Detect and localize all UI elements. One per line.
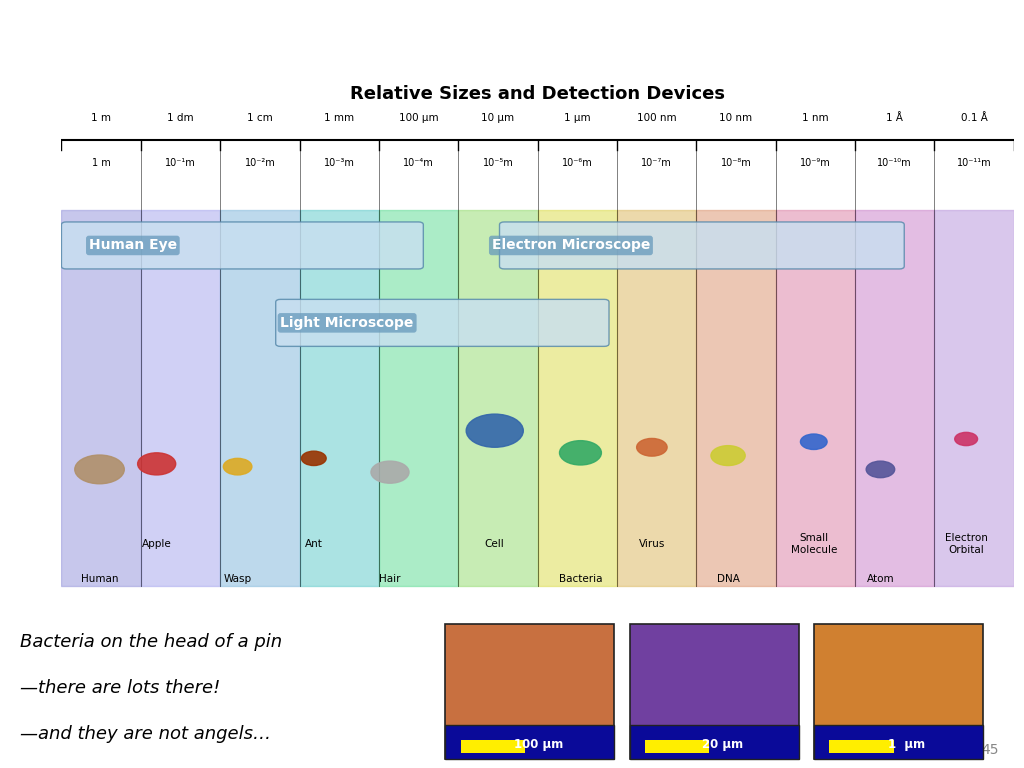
Text: 10⁻³m: 10⁻³m	[324, 157, 354, 167]
Text: Hair: Hair	[379, 574, 400, 584]
Text: Cell: Cell	[485, 538, 505, 548]
Text: 1 m: 1 m	[91, 113, 112, 124]
Text: 10⁻¹⁰m: 10⁻¹⁰m	[878, 157, 912, 167]
FancyBboxPatch shape	[275, 300, 609, 346]
Text: Relative Size Scales of Microbes: Relative Size Scales of Microbes	[184, 19, 840, 54]
Text: 1 Å: 1 Å	[887, 113, 903, 124]
Bar	[855, 210, 934, 585]
Text: 10⁻²m: 10⁻²m	[245, 157, 275, 167]
Text: 1 μm: 1 μm	[564, 113, 591, 124]
Text: Virus: Virus	[639, 538, 665, 548]
Text: 100 nm: 100 nm	[637, 113, 677, 124]
Bar	[445, 725, 614, 759]
Text: Relative Sizes and Detection Devices: Relative Sizes and Detection Devices	[350, 85, 725, 103]
Text: Ant: Ant	[305, 538, 323, 548]
Circle shape	[466, 414, 523, 447]
Text: 20 μm: 20 μm	[702, 739, 743, 751]
Circle shape	[75, 455, 124, 484]
Text: 10⁻¹¹m: 10⁻¹¹m	[956, 157, 991, 167]
Text: Apple: Apple	[141, 538, 172, 548]
Text: 100 μm: 100 μm	[514, 739, 563, 751]
Text: 10⁻⁴m: 10⁻⁴m	[403, 157, 434, 167]
Circle shape	[223, 458, 252, 475]
Text: —there are lots there!: —there are lots there!	[20, 679, 221, 697]
Text: Wasp: Wasp	[223, 574, 252, 584]
Bar	[458, 210, 538, 585]
Bar	[814, 725, 983, 759]
Text: Small
Molecule: Small Molecule	[791, 533, 837, 554]
Bar	[461, 740, 525, 753]
Bar	[61, 210, 140, 585]
Circle shape	[137, 453, 176, 475]
FancyBboxPatch shape	[500, 222, 904, 269]
Text: 10⁻¹m: 10⁻¹m	[165, 157, 196, 167]
Bar	[934, 210, 1014, 585]
Bar	[696, 210, 776, 585]
Bar	[776, 210, 855, 585]
Bar	[299, 210, 379, 585]
Bar	[220, 210, 299, 585]
Bar	[140, 210, 220, 585]
Bar	[445, 624, 614, 759]
Circle shape	[637, 439, 667, 456]
FancyBboxPatch shape	[61, 222, 423, 269]
Text: Atom: Atom	[866, 574, 894, 584]
Text: 45: 45	[981, 743, 998, 756]
Text: 10⁻⁵m: 10⁻⁵m	[482, 157, 513, 167]
Bar	[630, 725, 799, 759]
Text: Human Eye: Human Eye	[89, 238, 177, 253]
Bar	[630, 624, 799, 759]
Text: Bacteria: Bacteria	[559, 574, 602, 584]
Text: 1 cm: 1 cm	[247, 113, 272, 124]
Text: Light Microscope: Light Microscope	[281, 316, 414, 330]
Text: 10⁻⁶m: 10⁻⁶m	[562, 157, 593, 167]
Text: 1 m: 1 m	[92, 157, 111, 167]
Circle shape	[801, 434, 827, 449]
Bar	[616, 210, 696, 585]
Text: 10 nm: 10 nm	[720, 113, 753, 124]
Text: 100 μm: 100 μm	[398, 113, 438, 124]
Bar	[379, 210, 458, 585]
Text: Bacteria on the head of a pin: Bacteria on the head of a pin	[20, 633, 283, 651]
Text: 1 mm: 1 mm	[325, 113, 354, 124]
Text: 10⁻⁸m: 10⁻⁸m	[721, 157, 752, 167]
Circle shape	[301, 451, 327, 465]
Circle shape	[866, 461, 895, 478]
Text: 10⁻⁹m: 10⁻⁹m	[800, 157, 830, 167]
Bar	[829, 740, 894, 753]
Circle shape	[371, 461, 409, 483]
Text: Electron
Orbital: Electron Orbital	[945, 533, 987, 554]
Bar	[645, 740, 710, 753]
Text: 1  μm: 1 μm	[889, 739, 926, 751]
Bar	[814, 624, 983, 759]
Text: 1 nm: 1 nm	[802, 113, 828, 124]
Circle shape	[711, 445, 745, 465]
Text: 10 μm: 10 μm	[481, 113, 514, 124]
Text: 0.1 Å: 0.1 Å	[961, 113, 987, 124]
Bar	[538, 210, 616, 585]
Text: Human: Human	[81, 574, 119, 584]
Circle shape	[559, 441, 601, 465]
Text: 10⁻⁷m: 10⁻⁷m	[641, 157, 672, 167]
Circle shape	[954, 432, 978, 445]
Text: DNA: DNA	[717, 574, 739, 584]
Text: Electron Microscope: Electron Microscope	[492, 238, 650, 253]
Text: 1 dm: 1 dm	[167, 113, 194, 124]
Text: —and they are not angels…: —and they are not angels…	[20, 725, 271, 743]
